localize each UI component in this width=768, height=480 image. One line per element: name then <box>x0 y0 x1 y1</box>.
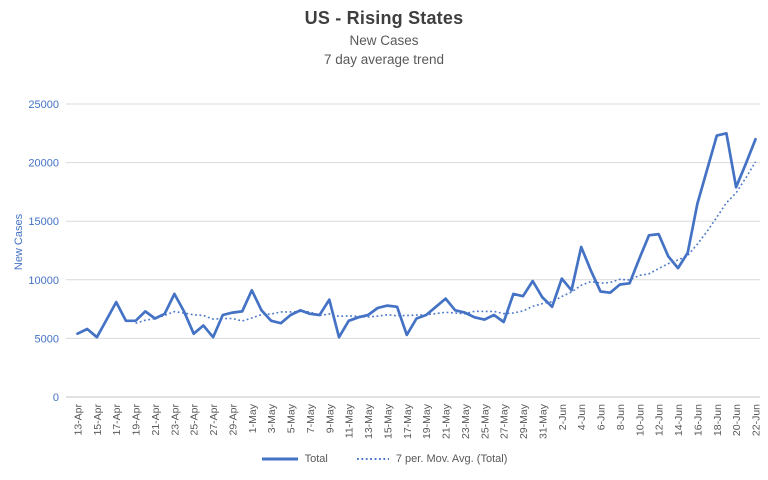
x-tick-label: 20-Jun <box>731 404 743 436</box>
y-axis-tick-labels: 0 5000 10000 15000 20000 25000 <box>28 99 59 404</box>
x-tick-label: 25-Apr <box>189 403 201 435</box>
x-tick-label: 6-Jun <box>596 404 608 430</box>
x-tick-label: 15-May <box>382 403 394 439</box>
x-tick-label: 19-May <box>421 403 433 439</box>
x-axis-tick-labels: 13-Apr 15-Apr 17-Apr 19-Apr 21-Apr 23-Apr 25-A… <box>73 403 763 439</box>
x-tick-label: 19-Apr <box>131 403 143 435</box>
legend-item-mov-avg: 7 per. Mov. Avg. (Total) <box>356 453 507 465</box>
x-tick-label: 12-Jun <box>654 404 666 436</box>
x-tick-label: 25-May <box>479 403 491 439</box>
gridlines <box>66 103 760 398</box>
x-tick-label: 9-May <box>324 403 336 433</box>
legend-label-total: Total <box>304 453 328 465</box>
x-tick-label: 23-Apr <box>169 403 181 435</box>
x-tick-label: 3-May <box>266 403 278 433</box>
y-tick-label: 5000 <box>35 333 59 345</box>
x-tick-label: 1-May <box>247 403 259 433</box>
series-mov-avg-line <box>135 161 757 325</box>
y-tick-label: 15000 <box>28 216 59 228</box>
x-tick-label: 7-May <box>305 403 317 433</box>
y-tick-label: 10000 <box>28 275 59 287</box>
x-tick-label: 5-May <box>286 403 298 433</box>
x-tick-label: 21-May <box>441 403 453 439</box>
x-tick-label: 8-Jun <box>615 404 627 430</box>
legend-line-solid-sample <box>261 457 298 461</box>
x-tick-label: 11-May <box>344 403 356 438</box>
x-tick-label: 18-Jun <box>712 404 724 436</box>
legend-line-dotted-sample <box>356 458 389 460</box>
x-tick-label: 21-Apr <box>150 403 162 435</box>
series-total-line <box>76 131 757 339</box>
x-tick-label: 29-May <box>518 403 530 439</box>
x-tick-label: 17-Apr <box>111 403 123 435</box>
x-tick-label: 22-Jun <box>751 404 763 436</box>
x-tick-label: 13-Apr <box>73 403 85 435</box>
x-tick-label: 15-Apr <box>92 403 104 435</box>
x-tick-label: 2-Jun <box>557 404 569 430</box>
y-tick-label: 0 <box>53 392 59 404</box>
x-tick-label: 31-May <box>537 403 549 439</box>
y-tick-label: 25000 <box>28 99 59 111</box>
legend: Total 7 per. Mov. Avg. (Total) <box>0 453 768 465</box>
x-tick-label: 14-Jun <box>673 404 685 436</box>
x-tick-label: 16-Jun <box>692 404 704 436</box>
x-tick-label: 27-Apr <box>208 403 220 435</box>
x-tick-label: 17-May <box>402 403 414 439</box>
legend-item-total: Total <box>261 453 328 465</box>
x-tick-label: 23-May <box>460 403 472 439</box>
x-tick-label: 4-Jun <box>576 404 588 430</box>
y-tick-label: 20000 <box>28 158 59 170</box>
x-tick-label: 10-Jun <box>634 404 646 436</box>
x-tick-label: 29-Apr <box>227 403 239 435</box>
legend-label-mov-avg: 7 per. Mov. Avg. (Total) <box>395 453 508 465</box>
x-tick-label: 27-May <box>499 403 511 439</box>
x-tick-label: 13-May <box>363 403 375 439</box>
